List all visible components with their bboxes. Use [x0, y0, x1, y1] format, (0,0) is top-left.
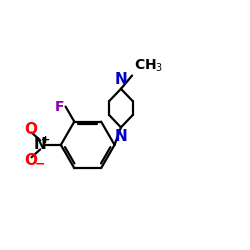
Text: N: N [114, 72, 127, 87]
Text: O: O [24, 122, 38, 137]
Text: N: N [114, 129, 127, 144]
Text: O: O [24, 152, 38, 168]
Text: −: − [34, 158, 45, 170]
Text: F: F [55, 100, 64, 114]
Text: N: N [34, 138, 46, 152]
Text: +: + [41, 136, 50, 145]
Text: CH$_3$: CH$_3$ [134, 58, 163, 74]
